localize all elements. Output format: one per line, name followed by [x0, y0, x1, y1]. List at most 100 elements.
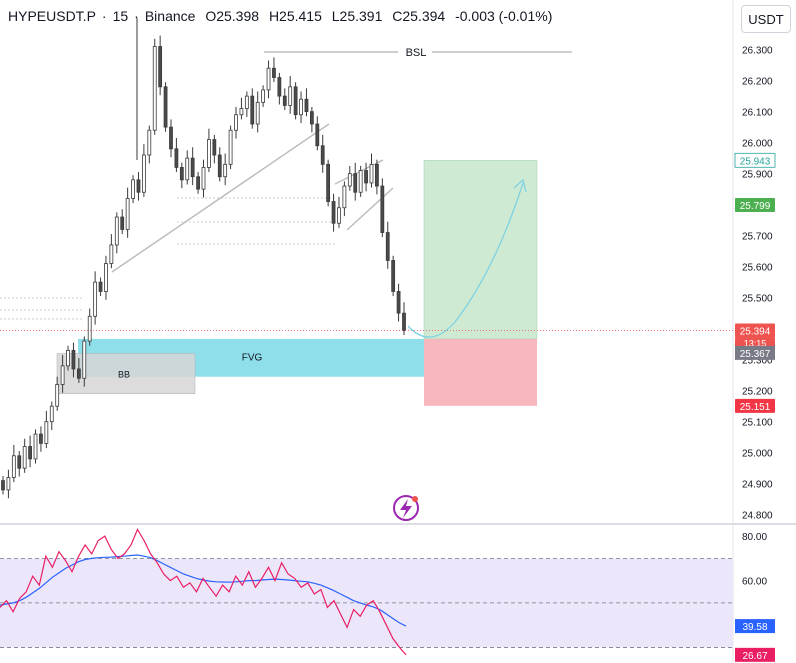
candle[interactable] [309, 106, 314, 133]
candle[interactable] [120, 209, 125, 235]
candle[interactable] [299, 91, 303, 124]
candle[interactable] [49, 401, 54, 431]
candle[interactable] [28, 435, 32, 468]
candle[interactable] [207, 128, 211, 173]
candle[interactable] [217, 147, 222, 182]
candle[interactable] [179, 162, 184, 189]
candle[interactable] [76, 358, 81, 383]
separator-dot: · [101, 8, 107, 24]
candle-body [136, 179, 141, 193]
candle[interactable] [185, 150, 190, 185]
loss-zone[interactable] [424, 338, 537, 406]
projection-arrow-head [513, 178, 527, 193]
candle[interactable] [131, 175, 135, 204]
candle[interactable] [320, 134, 325, 173]
candle[interactable] [212, 134, 217, 164]
candle[interactable] [228, 125, 233, 169]
interval-label[interactable]: 15 [112, 8, 129, 24]
symbol-name[interactable]: HYPEUSDT.P [8, 8, 96, 24]
candle[interactable] [6, 469, 11, 499]
candle[interactable] [347, 165, 352, 191]
candle[interactable] [82, 336, 87, 387]
candle[interactable] [250, 88, 255, 129]
candle[interactable] [342, 181, 347, 217]
trend-line[interactable] [346, 187, 394, 231]
price-axis-tick: 26.300 [742, 46, 773, 57]
candle[interactable] [293, 82, 298, 120]
profit-zone[interactable] [423, 160, 538, 340]
candle[interactable] [93, 271, 98, 325]
candle[interactable] [190, 147, 195, 186]
candle[interactable] [169, 119, 173, 158]
candle[interactable] [234, 106, 238, 139]
candle[interactable] [331, 193, 336, 232]
candle[interactable] [17, 451, 22, 477]
candle[interactable] [266, 60, 271, 99]
candle[interactable] [87, 308, 92, 346]
candle[interactable] [163, 82, 168, 132]
currency-button[interactable]: USDT [741, 5, 791, 33]
candle[interactable] [255, 91, 260, 133]
candle[interactable] [239, 97, 244, 120]
candle[interactable] [55, 376, 60, 411]
candle[interactable] [201, 159, 206, 198]
logo-dot [412, 496, 418, 502]
candle[interactable] [60, 355, 65, 393]
candle[interactable] [282, 88, 287, 111]
candle[interactable] [174, 137, 179, 173]
candle[interactable] [277, 72, 282, 105]
candle[interactable] [380, 178, 385, 238]
candle[interactable] [391, 255, 396, 297]
candle[interactable] [353, 162, 358, 201]
candle[interactable] [369, 153, 374, 188]
candle-body [261, 89, 265, 103]
candle[interactable] [147, 125, 152, 164]
candle[interactable] [244, 91, 249, 117]
candle-body [1, 480, 5, 491]
trend-line[interactable] [111, 123, 330, 273]
rsi-line [0, 528, 407, 656]
candle[interactable] [385, 221, 390, 269]
price-axis-tick: 26.100 [742, 108, 773, 119]
candle[interactable] [326, 159, 331, 207]
candle[interactable] [337, 196, 341, 228]
candle-body [44, 421, 49, 444]
stop-price-label-text: 25.151 [740, 402, 771, 413]
candle[interactable] [364, 162, 368, 192]
candle-body [55, 384, 60, 407]
candle[interactable] [223, 153, 228, 186]
projection-arrow[interactable] [407, 182, 524, 338]
candle[interactable] [142, 144, 146, 197]
candle[interactable] [402, 302, 406, 336]
candle[interactable] [272, 57, 276, 83]
candle[interactable] [304, 88, 309, 117]
candle[interactable] [315, 116, 320, 151]
candle[interactable] [375, 159, 379, 195]
candle[interactable] [136, 172, 141, 201]
candle[interactable] [158, 35, 163, 96]
candle[interactable] [44, 410, 49, 449]
candle-body [228, 129, 233, 165]
candle[interactable] [288, 75, 293, 114]
candle[interactable] [11, 444, 16, 483]
candle[interactable] [125, 187, 130, 238]
candle[interactable] [114, 212, 119, 254]
candle[interactable] [33, 429, 38, 464]
candle[interactable] [358, 165, 363, 197]
candle[interactable] [1, 475, 5, 495]
candle[interactable] [98, 277, 103, 297]
candle[interactable] [109, 234, 114, 269]
candle[interactable] [152, 38, 157, 135]
candle[interactable] [39, 426, 43, 452]
candle[interactable] [66, 345, 70, 371]
price-axis-tick: 25.700 [742, 232, 773, 243]
candle[interactable] [22, 438, 27, 473]
last-price-label-bg [735, 323, 775, 338]
candle[interactable] [104, 255, 108, 300]
candle-body [223, 163, 228, 178]
candle[interactable] [261, 85, 265, 107]
candle[interactable] [71, 342, 76, 378]
candle[interactable] [396, 283, 401, 322]
candle[interactable] [196, 172, 200, 194]
